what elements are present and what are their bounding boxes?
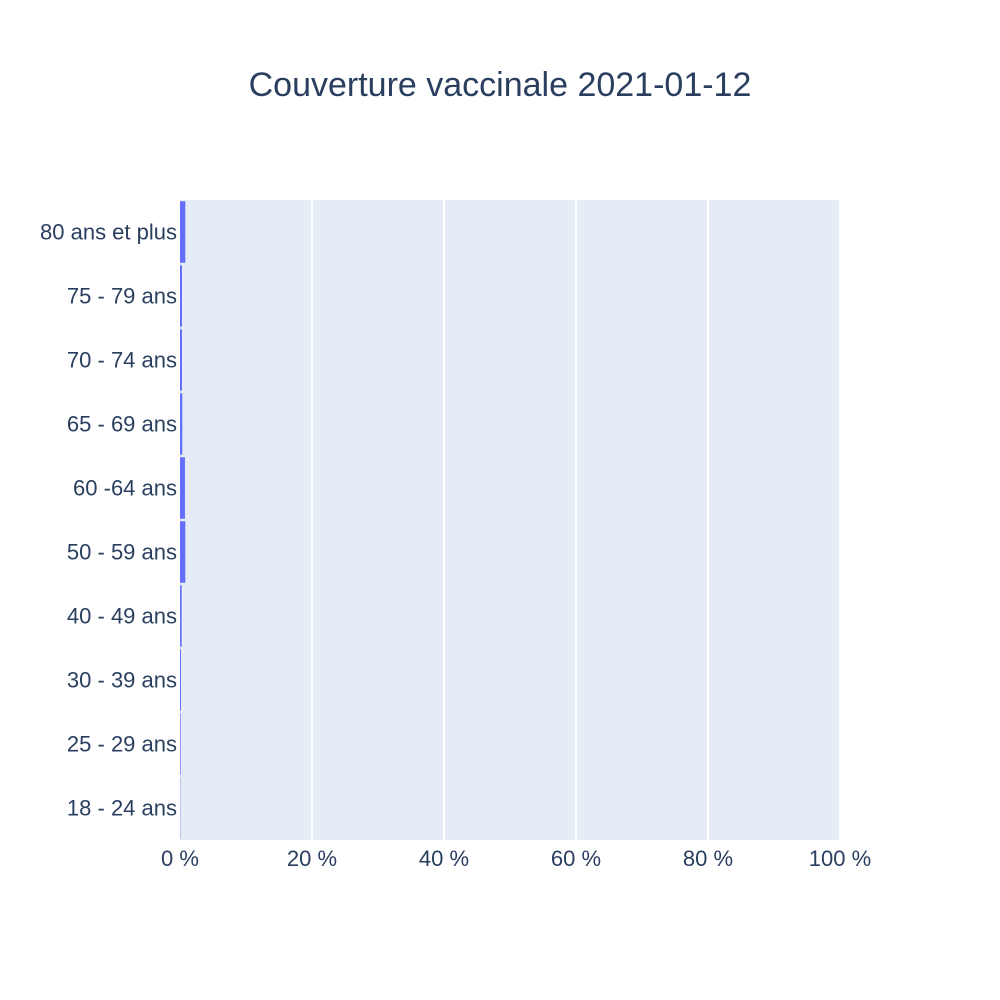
y-tick-label: 65 - 69 ans — [67, 412, 177, 437]
y-tick-label: 70 - 74 ans — [67, 348, 177, 373]
y-tick-label: 40 - 49 ans — [67, 604, 177, 629]
bar[interactable] — [180, 649, 181, 711]
y-axis-labels: 18 - 24 ans 25 - 29 ans 30 - 39 ans 40 - 49… — [40, 220, 177, 821]
y-tick-label: 50 - 59 ans — [67, 540, 177, 565]
bar[interactable] — [180, 393, 183, 455]
x-tick-label: 100 % — [809, 846, 871, 871]
plot-area — [180, 200, 840, 840]
y-tick-label: 75 - 79 ans — [67, 284, 177, 309]
x-tick-label: 20 % — [287, 846, 337, 871]
bar[interactable] — [180, 585, 182, 647]
x-tick-label: 0 % — [161, 846, 199, 871]
x-tick-label: 80 % — [683, 846, 733, 871]
chart-title: Couverture vaccinale 2021-01-12 — [248, 66, 752, 104]
x-axis-labels: 0 % 20 % 40 % 60 % 80 % 100 % — [161, 846, 871, 871]
bars — [180, 201, 186, 839]
y-tick-label: 60 -64 ans — [73, 476, 177, 501]
bar[interactable] — [180, 265, 182, 327]
bar[interactable] — [180, 329, 182, 391]
y-tick-label: 25 - 29 ans — [67, 732, 177, 757]
bar[interactable] — [180, 713, 181, 775]
bar[interactable] — [180, 521, 186, 583]
x-tick-label: 60 % — [551, 846, 601, 871]
y-tick-label: 80 ans et plus — [40, 220, 177, 245]
bar[interactable] — [180, 457, 185, 519]
x-tick-label: 40 % — [419, 846, 469, 871]
y-tick-label: 30 - 39 ans — [67, 668, 177, 693]
grid-lines — [311, 200, 841, 840]
y-tick-label: 18 - 24 ans — [67, 796, 177, 821]
bar[interactable] — [180, 201, 186, 263]
